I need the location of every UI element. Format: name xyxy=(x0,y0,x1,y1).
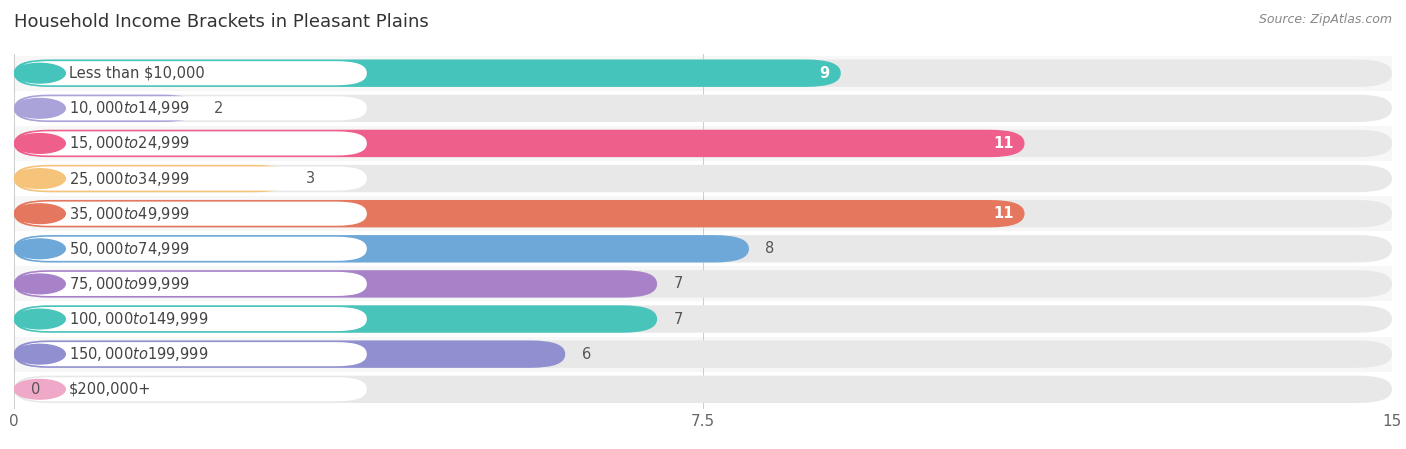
FancyBboxPatch shape xyxy=(14,305,1392,333)
Text: $50,000 to $74,999: $50,000 to $74,999 xyxy=(69,240,190,258)
FancyBboxPatch shape xyxy=(14,196,1392,231)
FancyBboxPatch shape xyxy=(14,231,1392,266)
FancyBboxPatch shape xyxy=(14,372,1392,407)
Text: $100,000 to $149,999: $100,000 to $149,999 xyxy=(69,310,208,328)
Text: Source: ZipAtlas.com: Source: ZipAtlas.com xyxy=(1258,13,1392,26)
Text: $200,000+: $200,000+ xyxy=(69,382,152,397)
FancyBboxPatch shape xyxy=(14,60,1392,87)
FancyBboxPatch shape xyxy=(14,161,1392,196)
Circle shape xyxy=(14,379,65,399)
Text: 11: 11 xyxy=(993,136,1014,151)
FancyBboxPatch shape xyxy=(14,130,1025,157)
Text: 0: 0 xyxy=(31,382,39,397)
Text: $15,000 to $24,999: $15,000 to $24,999 xyxy=(69,134,190,152)
Circle shape xyxy=(14,274,65,294)
FancyBboxPatch shape xyxy=(18,272,367,296)
Text: 7: 7 xyxy=(673,312,683,326)
FancyBboxPatch shape xyxy=(14,56,1392,91)
Text: Less than $10,000: Less than $10,000 xyxy=(69,66,205,81)
FancyBboxPatch shape xyxy=(14,375,1392,403)
Circle shape xyxy=(14,169,65,189)
FancyBboxPatch shape xyxy=(14,91,1392,126)
Text: 7: 7 xyxy=(673,277,683,291)
Text: 9: 9 xyxy=(820,66,830,81)
Circle shape xyxy=(14,309,65,329)
Circle shape xyxy=(14,239,65,259)
Text: 2: 2 xyxy=(214,101,224,116)
FancyBboxPatch shape xyxy=(14,235,749,263)
Text: 11: 11 xyxy=(993,206,1014,221)
FancyBboxPatch shape xyxy=(14,266,1392,301)
FancyBboxPatch shape xyxy=(14,340,565,368)
FancyBboxPatch shape xyxy=(18,202,367,226)
Circle shape xyxy=(14,98,65,118)
FancyBboxPatch shape xyxy=(14,200,1392,227)
Circle shape xyxy=(14,63,65,83)
FancyBboxPatch shape xyxy=(14,235,1392,263)
FancyBboxPatch shape xyxy=(14,165,1392,192)
FancyBboxPatch shape xyxy=(18,342,367,366)
FancyBboxPatch shape xyxy=(18,61,367,85)
FancyBboxPatch shape xyxy=(14,95,1392,122)
FancyBboxPatch shape xyxy=(18,307,367,331)
Text: $35,000 to $49,999: $35,000 to $49,999 xyxy=(69,205,190,223)
FancyBboxPatch shape xyxy=(14,165,290,192)
Text: $25,000 to $34,999: $25,000 to $34,999 xyxy=(69,170,190,188)
FancyBboxPatch shape xyxy=(18,132,367,155)
FancyBboxPatch shape xyxy=(14,340,1392,368)
Circle shape xyxy=(14,344,65,364)
FancyBboxPatch shape xyxy=(14,95,198,122)
FancyBboxPatch shape xyxy=(14,270,657,298)
FancyBboxPatch shape xyxy=(14,301,1392,337)
Text: Household Income Brackets in Pleasant Plains: Household Income Brackets in Pleasant Pl… xyxy=(14,13,429,31)
FancyBboxPatch shape xyxy=(14,200,1025,227)
Circle shape xyxy=(14,204,65,224)
FancyBboxPatch shape xyxy=(14,126,1392,161)
Circle shape xyxy=(14,134,65,153)
FancyBboxPatch shape xyxy=(14,60,841,87)
FancyBboxPatch shape xyxy=(18,237,367,261)
Text: $75,000 to $99,999: $75,000 to $99,999 xyxy=(69,275,190,293)
FancyBboxPatch shape xyxy=(18,96,367,120)
Text: 3: 3 xyxy=(307,171,315,186)
FancyBboxPatch shape xyxy=(14,130,1392,157)
FancyBboxPatch shape xyxy=(18,377,367,401)
FancyBboxPatch shape xyxy=(14,270,1392,298)
Text: $150,000 to $199,999: $150,000 to $199,999 xyxy=(69,345,208,363)
Text: $10,000 to $14,999: $10,000 to $14,999 xyxy=(69,99,190,117)
FancyBboxPatch shape xyxy=(14,337,1392,372)
Text: 8: 8 xyxy=(765,241,775,256)
FancyBboxPatch shape xyxy=(14,305,657,333)
FancyBboxPatch shape xyxy=(18,167,367,191)
Text: 6: 6 xyxy=(582,347,591,361)
